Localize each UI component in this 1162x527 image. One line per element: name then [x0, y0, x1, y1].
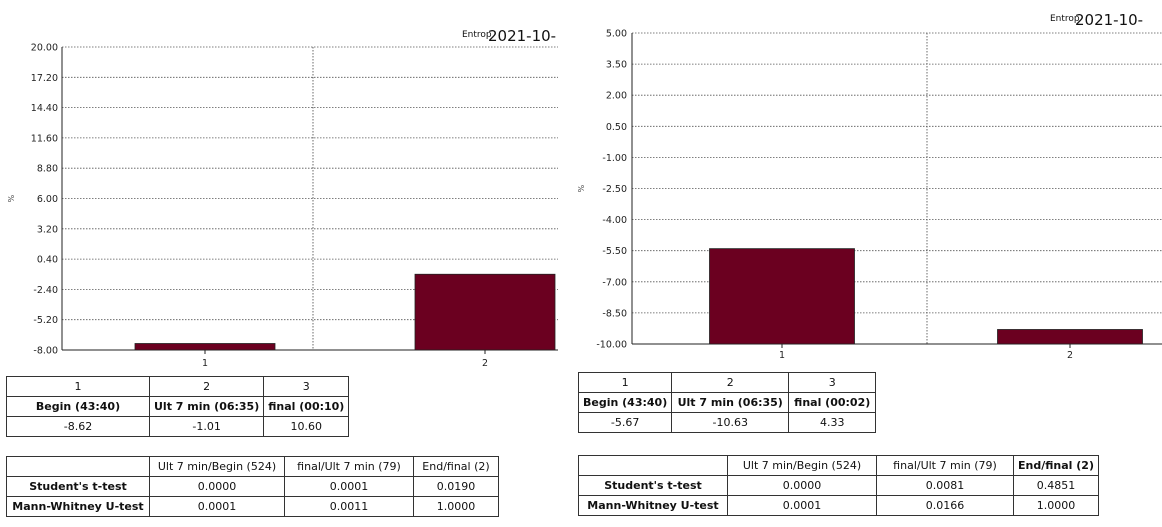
corner-label-large: 2021-10- [1075, 11, 1143, 29]
table-row: Mann-Whitney U-test 0.0001 0.0011 1.0000 [6, 496, 499, 517]
period-header-2: 2 [148, 376, 265, 397]
tests-header-2: final/Ult 7 min (79) [284, 456, 414, 477]
corner-label-large: 2021-10- [488, 27, 556, 45]
left-tests-table: Ult 7 min/Begin (524) final/Ult 7 min (7… [6, 456, 499, 517]
y-tick-label: 14.40 [31, 103, 58, 114]
y-tick-label: -2.50 [602, 184, 627, 195]
table-row: Mann-Whitney U-test 0.0001 0.0166 1.0000 [578, 495, 1099, 516]
bar-2 [414, 273, 556, 351]
tests-header-1: Ult 7 min/Begin (524) [727, 455, 877, 476]
y-tick-label: 5.00 [606, 29, 627, 40]
period-header-1: 1 [577, 372, 673, 393]
y-tick-label: 3.50 [606, 60, 627, 71]
test-value: 0.0001 [149, 496, 285, 517]
y-tick-label: 11.60 [31, 133, 58, 144]
x-tick-label: 1 [779, 350, 785, 361]
left-periods-table: 1 2 3 Begin (43:40) Ult 7 min (06:35) fi… [6, 376, 350, 437]
y-tick-label: 8.80 [37, 164, 58, 175]
period-label-3: final (00:10) [263, 396, 350, 417]
right-periods-table: 1 2 3 Begin (43:40) Ult 7 min (06:35) fi… [577, 372, 877, 433]
test-name-t: Student's t-test [6, 476, 150, 497]
y-tick-label: 0.40 [37, 255, 58, 266]
test-value: 0.0190 [413, 476, 499, 497]
table-row: Student's t-test 0.0000 0.0001 0.0190 [6, 476, 499, 497]
test-value: 0.0001 [727, 495, 877, 516]
x-tick-label: 1 [202, 358, 208, 369]
tests-header-3: End/final (2) [1013, 455, 1099, 476]
right-tests-table: Ult 7 min/Begin (524) final/Ult 7 min (7… [578, 455, 1099, 516]
tests-header-blank [578, 455, 728, 476]
period-header-2: 2 [671, 372, 790, 393]
table-row: Ult 7 min/Begin (524) final/Ult 7 min (7… [578, 455, 1099, 476]
test-value: 0.0000 [149, 476, 285, 497]
y-tick-label: -8.50 [602, 308, 627, 319]
corner-label-small: Entrop [1050, 14, 1080, 24]
y-tick-label: -5.20 [33, 315, 58, 326]
y-tick-label: -7.00 [602, 277, 627, 288]
tests-header-3: End/final (2) [413, 456, 499, 477]
y-tick-label: 3.20 [37, 224, 58, 235]
y-tick-label: -10.00 [596, 340, 627, 351]
table-row: Student's t-test 0.0000 0.0081 0.4851 [578, 475, 1099, 496]
left-chart: 20.00 17.20 14.40 11.60 8.80 6.00 3.20 0.40 -2.4… [7, 27, 558, 369]
table-row: Begin (43:40) Ult 7 min (06:35) final (0… [577, 392, 877, 413]
y-tick-label: -5.50 [602, 246, 627, 257]
y-tick-label: 2.00 [606, 91, 627, 102]
y-tick-label: -8.00 [33, 346, 58, 357]
period-header-1: 1 [6, 376, 150, 397]
test-value: 0.0001 [284, 476, 414, 497]
period-value-1: -8.62 [6, 416, 150, 437]
table-row: -8.62 -1.01 10.60 [6, 416, 350, 437]
test-value: 0.0000 [727, 475, 877, 496]
period-value-1: -5.67 [577, 412, 673, 433]
y-tick-label: 0.50 [606, 122, 627, 133]
table-row: 1 2 3 [6, 376, 350, 397]
y-tick-label: -2.40 [33, 285, 58, 296]
bar-1 [134, 343, 276, 351]
test-value: 0.0081 [876, 475, 1014, 496]
test-value: 0.0166 [876, 495, 1014, 516]
test-value: 1.0000 [413, 496, 499, 517]
period-value-2: -1.01 [148, 416, 265, 437]
test-value: 0.0011 [284, 496, 414, 517]
period-header-3: 3 [788, 372, 877, 393]
tests-header-blank [6, 456, 150, 477]
table-row: -5.67 -10.63 4.33 [577, 412, 877, 433]
bar-2 [997, 329, 1143, 345]
period-label-2: Ult 7 min (06:35) [148, 396, 265, 417]
left-panel: 20.00 17.20 14.40 11.60 8.80 6.00 3.20 0.40 -2.4… [0, 0, 580, 527]
y-tick-label: 20.00 [31, 43, 58, 54]
test-name-t: Student's t-test [578, 475, 728, 496]
table-row: Ult 7 min/Begin (524) final/Ult 7 min (7… [6, 456, 499, 477]
period-value-3: 4.33 [788, 412, 877, 433]
period-value-2: -10.63 [671, 412, 790, 433]
x-tick-label: 2 [1067, 350, 1073, 361]
period-value-3: 10.60 [263, 416, 350, 437]
y-tick-label: -4.00 [602, 215, 627, 226]
right-chart: 5.00 3.50 2.00 0.50 -1.00 -2.50 -4.00 -5.50 -7.0… [577, 11, 1162, 361]
tests-header-2: final/Ult 7 min (79) [876, 455, 1014, 476]
period-label-3: final (00:02) [788, 392, 877, 413]
y-tick-label: 6.00 [37, 194, 58, 205]
corner-label-small: Entrop [462, 30, 492, 40]
table-row: 1 2 3 [577, 372, 877, 393]
period-label-1: Begin (43:40) [577, 392, 673, 413]
y-axis-label: % [577, 184, 586, 192]
test-name-u: Mann-Whitney U-test [578, 495, 728, 516]
y-tick-label: 17.20 [31, 73, 58, 84]
test-value: 0.4851 [1013, 475, 1099, 496]
bar-1 [709, 248, 855, 345]
period-header-3: 3 [263, 376, 350, 397]
x-tick-label: 2 [482, 358, 488, 369]
test-name-u: Mann-Whitney U-test [6, 496, 150, 517]
table-row: Begin (43:40) Ult 7 min (06:35) final (0… [6, 396, 350, 417]
right-panel: 5.00 3.50 2.00 0.50 -1.00 -2.50 -4.00 -5.50 -7.0… [570, 0, 1162, 527]
period-label-1: Begin (43:40) [6, 396, 150, 417]
period-label-2: Ult 7 min (06:35) [671, 392, 790, 413]
y-tick-label: -1.00 [602, 153, 627, 164]
test-value: 1.0000 [1013, 495, 1099, 516]
y-axis-label: % [7, 194, 16, 202]
tests-header-1: Ult 7 min/Begin (524) [149, 456, 285, 477]
